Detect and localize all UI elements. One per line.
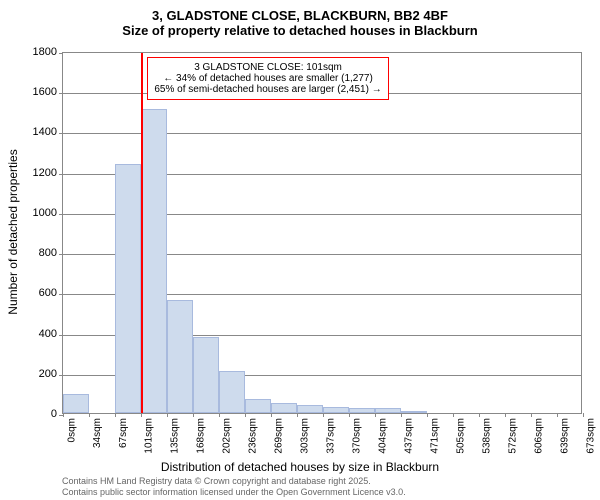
x-tick-label: 168sqm xyxy=(196,418,207,454)
x-tick xyxy=(63,413,64,417)
footer-line2: Contains public sector information licen… xyxy=(62,487,406,498)
y-tick-label: 1800 xyxy=(22,46,57,58)
y-tick-label: 0 xyxy=(22,408,57,420)
histogram-bar xyxy=(375,408,401,413)
y-axis-title: Number of detached properties xyxy=(6,149,20,314)
x-tick xyxy=(141,413,142,417)
x-tick xyxy=(479,413,480,417)
x-tick-label: 337sqm xyxy=(326,418,337,454)
annotation-line3: 65% of semi-detached houses are larger (… xyxy=(154,84,381,95)
x-tick-label: 101sqm xyxy=(144,418,155,454)
histogram-bar xyxy=(297,405,323,413)
marker-line xyxy=(141,53,143,413)
x-tick xyxy=(505,413,506,417)
y-tick-label: 1400 xyxy=(22,126,57,138)
chart-title-sub: Size of property relative to detached ho… xyxy=(0,23,600,38)
y-axis-labels: 020040060080010001200140016001800 xyxy=(22,52,57,414)
x-tick xyxy=(401,413,402,417)
footer-text: Contains HM Land Registry data © Crown c… xyxy=(62,476,406,498)
x-tick xyxy=(323,413,324,417)
footer-line1: Contains HM Land Registry data © Crown c… xyxy=(62,476,406,487)
x-tick xyxy=(531,413,532,417)
y-tick-label: 400 xyxy=(22,328,57,340)
histogram-bar xyxy=(349,408,375,413)
annotation-box: 3 GLADSTONE CLOSE: 101sqm ← 34% of detac… xyxy=(147,57,388,100)
x-tick-label: 34sqm xyxy=(92,418,103,448)
chart-title-main: 3, GLADSTONE CLOSE, BLACKBURN, BB2 4BF xyxy=(0,0,600,23)
x-tick-label: 269sqm xyxy=(274,418,285,454)
x-tick-label: 505sqm xyxy=(456,418,467,454)
x-tick-label: 67sqm xyxy=(118,418,129,448)
x-tick-label: 572sqm xyxy=(508,418,519,454)
x-tick xyxy=(375,413,376,417)
histogram-bar xyxy=(141,109,167,413)
x-tick-label: 673sqm xyxy=(586,418,597,454)
y-tick-label: 800 xyxy=(22,247,57,259)
histogram-bar xyxy=(193,337,219,413)
y-tick-label: 1000 xyxy=(22,207,57,219)
x-tick xyxy=(349,413,350,417)
x-tick-label: 202sqm xyxy=(222,418,233,454)
annotation-line2: ← 34% of detached houses are smaller (1,… xyxy=(154,73,381,84)
chart-plot-area: 3 GLADSTONE CLOSE: 101sqm ← 34% of detac… xyxy=(62,52,582,414)
y-tick-label: 1200 xyxy=(22,167,57,179)
x-tick xyxy=(271,413,272,417)
x-tick-label: 437sqm xyxy=(404,418,415,454)
x-tick-label: 606sqm xyxy=(534,418,545,454)
x-tick xyxy=(193,413,194,417)
x-axis-title: Distribution of detached houses by size … xyxy=(0,460,600,474)
histogram-bar xyxy=(219,371,245,413)
histogram-bar xyxy=(245,399,271,413)
x-tick-label: 404sqm xyxy=(378,418,389,454)
histogram-bar xyxy=(401,411,427,413)
y-tick xyxy=(59,53,63,54)
x-tick xyxy=(219,413,220,417)
x-tick xyxy=(583,413,584,417)
x-tick-label: 639sqm xyxy=(560,418,571,454)
annotation-line1: 3 GLADSTONE CLOSE: 101sqm xyxy=(154,62,381,73)
histogram-bar xyxy=(323,407,349,413)
y-tick-label: 600 xyxy=(22,287,57,299)
x-tick-label: 471sqm xyxy=(430,418,441,454)
x-axis-labels: 0sqm 34sqm 67sqm 101sqm 135sqm 168sqm 202sqm 23… xyxy=(62,418,582,458)
histogram-bar xyxy=(115,164,141,413)
x-tick-label: 0sqm xyxy=(66,418,77,442)
histogram-bar xyxy=(63,394,89,413)
histogram-bar xyxy=(271,403,297,413)
x-tick-label: 236sqm xyxy=(248,418,259,454)
x-tick xyxy=(245,413,246,417)
y-tick-label: 200 xyxy=(22,368,57,380)
histogram-bar xyxy=(167,300,193,413)
x-tick xyxy=(89,413,90,417)
x-tick-label: 370sqm xyxy=(352,418,363,454)
x-tick xyxy=(167,413,168,417)
x-tick-label: 303sqm xyxy=(300,418,311,454)
y-tick-label: 1600 xyxy=(22,86,57,98)
x-tick xyxy=(297,413,298,417)
x-tick xyxy=(453,413,454,417)
x-tick-label: 538sqm xyxy=(482,418,493,454)
x-tick xyxy=(557,413,558,417)
x-tick xyxy=(115,413,116,417)
x-tick xyxy=(427,413,428,417)
x-tick-label: 135sqm xyxy=(170,418,181,454)
